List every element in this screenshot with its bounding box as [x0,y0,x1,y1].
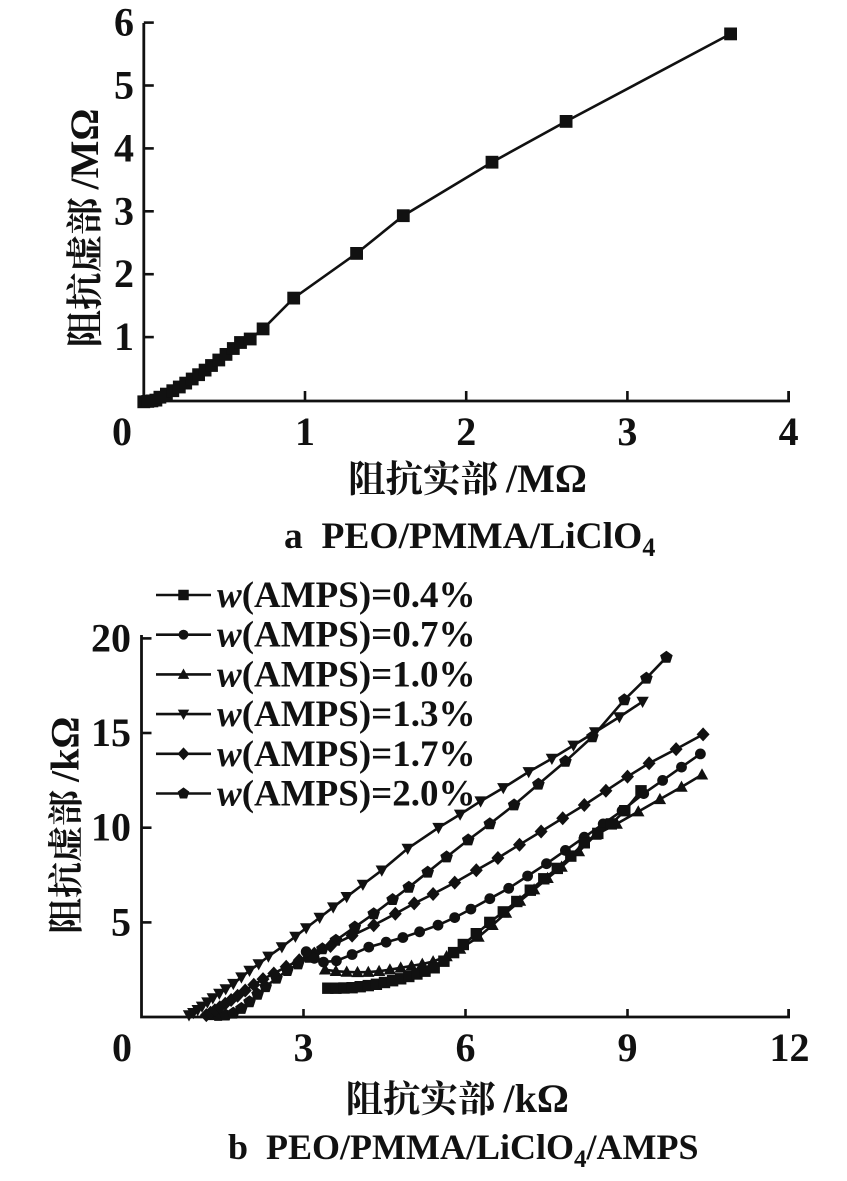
svg-text:/MΩ: /MΩ [505,456,587,501]
svg-text:4: 4 [114,125,134,170]
svg-text:3: 3 [114,188,134,233]
svg-text:/MΩ: /MΩ [62,109,107,191]
svg-text:10: 10 [91,805,131,850]
svg-text:w(AMPS)=0.7%: w(AMPS)=0.7% [217,615,476,656]
svg-text:5: 5 [111,899,131,944]
svg-text:4: 4 [779,409,799,454]
svg-text:5: 5 [114,63,134,108]
svg-text:w(AMPS)=1.0%: w(AMPS)=1.0% [217,654,476,695]
svg-text:0: 0 [112,1025,132,1070]
svg-text:3: 3 [617,409,637,454]
svg-text:w(AMPS)=1.3%: w(AMPS)=1.3% [217,694,476,735]
svg-text:9: 9 [618,1025,638,1070]
svg-text:15: 15 [91,710,131,755]
svg-text:w(AMPS)=1.7%: w(AMPS)=1.7% [217,734,476,775]
svg-text:20: 20 [91,615,131,660]
svg-text:w(AMPS)=2.0%: w(AMPS)=2.0% [217,774,476,815]
svg-text:12: 12 [770,1025,810,1070]
svg-text:/kΩ: /kΩ [43,717,88,783]
svg-text:b PEO/PMMA/LiClO4/AMPS: b PEO/PMMA/LiClO4/AMPS [228,1127,699,1173]
svg-text:2: 2 [456,409,476,454]
svg-text:/kΩ: /kΩ [503,1076,569,1121]
svg-text:1: 1 [114,314,134,359]
svg-text:1: 1 [295,409,315,454]
svg-text:2: 2 [114,251,134,296]
svg-text:6: 6 [456,1025,476,1070]
svg-text:a PEO/PMMA/LiClO4: a PEO/PMMA/LiClO4 [284,516,655,562]
svg-text:0: 0 [112,409,132,454]
svg-text:3: 3 [294,1025,314,1070]
svg-text:w(AMPS)=0.4%: w(AMPS)=0.4% [217,575,476,616]
svg-text:6: 6 [114,0,134,45]
